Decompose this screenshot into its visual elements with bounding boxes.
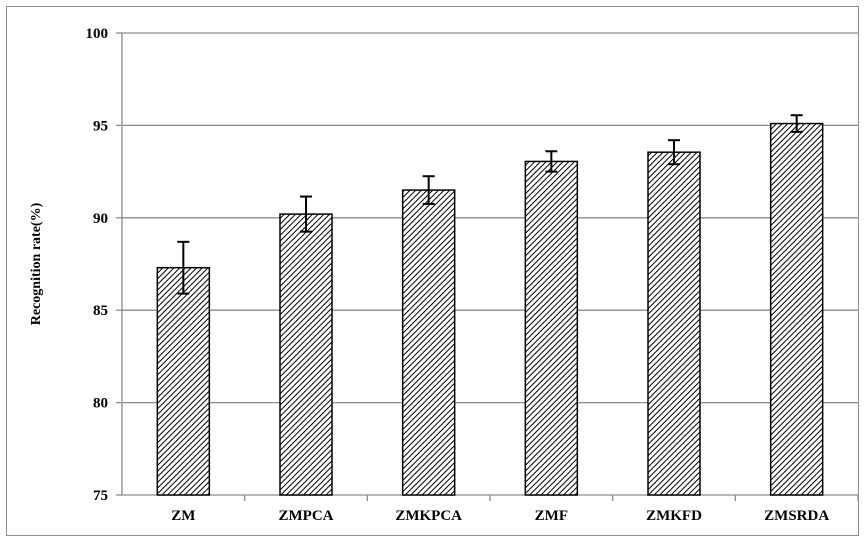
bar-zmf <box>524 160 579 496</box>
y-tick-label: 95 <box>93 118 108 134</box>
y-tick-label: 75 <box>93 488 108 504</box>
y-tick-label: 85 <box>93 303 108 319</box>
bar-zmpca <box>279 213 333 496</box>
bar-zmsrda <box>769 122 824 496</box>
x-tick-label: ZM <box>171 508 195 524</box>
y-axis-title: Recognition rate(%) <box>29 202 44 325</box>
x-tick-label: ZMSRDA <box>764 508 829 524</box>
grid-lines <box>122 32 858 404</box>
y-tick-label: 90 <box>93 211 108 227</box>
y-tick-label: 80 <box>93 396 108 412</box>
bars <box>156 122 824 496</box>
x-tick-label: ZMPCA <box>279 508 334 524</box>
x-tick-label: ZMF <box>535 508 568 524</box>
axes <box>116 32 859 501</box>
y-tick-label: 100 <box>86 26 109 42</box>
error-bars <box>177 114 803 295</box>
bar-zmkfd <box>647 151 701 496</box>
axis-labels: 75 80 85 90 95 100 ZM ZMPCA ZMKPCA ZMF ZMKFD ZMSRDA <box>86 26 830 524</box>
x-tick-label: ZMKPCA <box>395 508 462 524</box>
bar-zm <box>156 266 211 496</box>
bar-zmkpca <box>401 189 456 496</box>
x-tick-label: ZMKFD <box>646 508 702 524</box>
